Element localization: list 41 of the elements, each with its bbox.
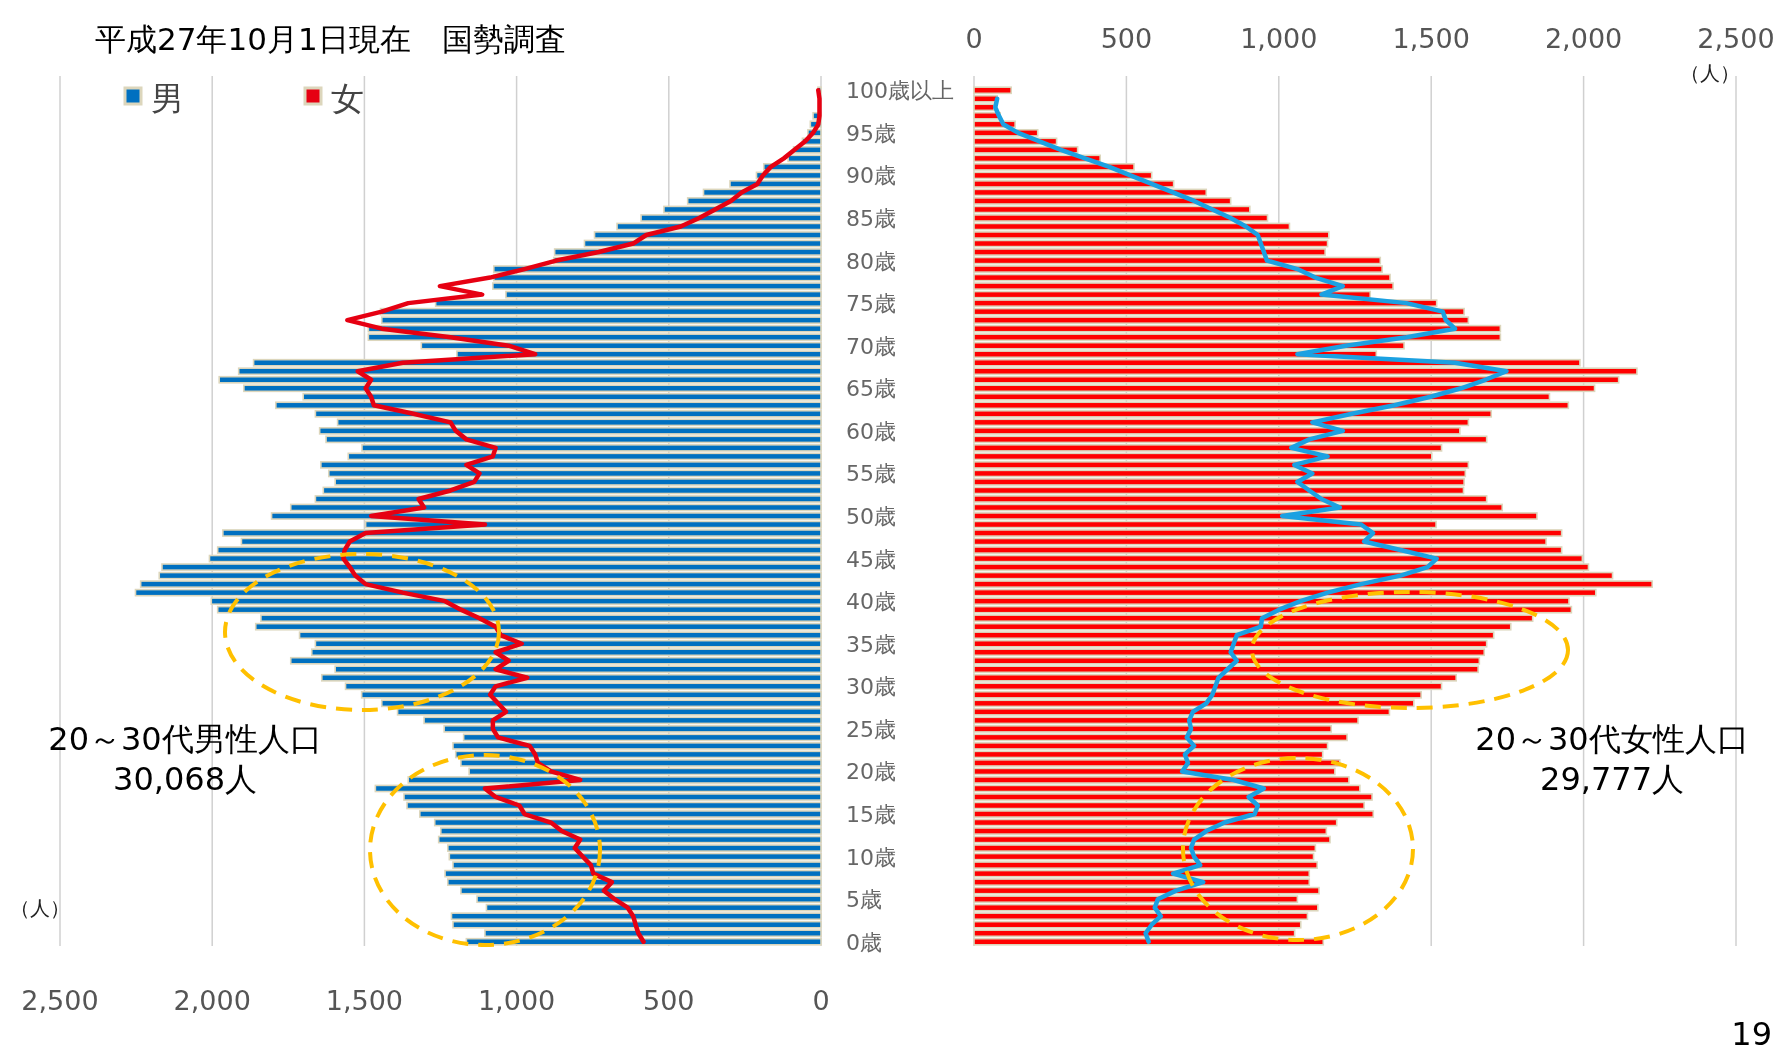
- y-tick-label: 10歳: [846, 844, 896, 870]
- x-tick-label: 2,000: [173, 985, 251, 1016]
- x-tick-label: 500: [643, 985, 695, 1016]
- x-tick-label: 2,500: [21, 985, 99, 1016]
- y-tick-label: 40歳: [846, 589, 896, 615]
- y-tick-label: 15歳: [846, 802, 896, 828]
- y-tick-label: 95歳: [846, 120, 896, 146]
- y-tick-label: 35歳: [846, 631, 896, 657]
- x-axis-title: （人）: [10, 896, 70, 920]
- y-tick-label: 65歳: [846, 376, 896, 402]
- chart-title: 平成27年10月1日現在 国勢調査: [95, 21, 566, 57]
- x-tick-label: 2,000: [1544, 23, 1623, 54]
- y-tick-label: 45歳: [846, 546, 896, 572]
- annotation: 20～30代男性人口 30,068人: [48, 720, 322, 798]
- x-tick-label: 0: [812, 985, 830, 1016]
- y-tick-label: 25歳: [846, 716, 896, 742]
- text: 19: [1731, 1015, 1772, 1051]
- y-tick-label: 100歳以上: [846, 78, 954, 104]
- y-tick-label: 5歳: [846, 887, 882, 913]
- y-tick-label: 50歳: [846, 504, 896, 529]
- x-tick-label: 0: [965, 23, 983, 54]
- x-tick-label: 1,000: [477, 985, 556, 1016]
- y-tick-label: 0歳: [846, 929, 882, 955]
- y-tick-label: 70歳: [846, 333, 896, 359]
- x-tick-label: 1,500: [1392, 23, 1470, 54]
- y-tick-label: 55歳: [846, 461, 896, 487]
- legend-label: 男: [151, 79, 184, 118]
- x-axis-title: （人）: [1680, 61, 1740, 85]
- y-tick-label: 20歳: [846, 759, 896, 785]
- annotation: 20～30代女性人口 29,777人: [1475, 720, 1749, 798]
- legend-label: 女: [331, 79, 364, 118]
- y-tick-label: 30歳: [846, 674, 896, 700]
- y-tick-label: 75歳: [846, 291, 896, 317]
- y-tick-label: 60歳: [846, 418, 896, 444]
- x-tick-label: 1,500: [325, 985, 404, 1016]
- x-tick-label: 500: [1100, 23, 1153, 54]
- y-tick-label: 85歳: [846, 205, 896, 231]
- y-tick-label: 90歳: [846, 163, 896, 189]
- x-tick-label: 1,000: [1240, 23, 1318, 54]
- x-tick-label: 2,500: [1697, 23, 1775, 54]
- y-tick-label: 80歳: [846, 248, 896, 274]
